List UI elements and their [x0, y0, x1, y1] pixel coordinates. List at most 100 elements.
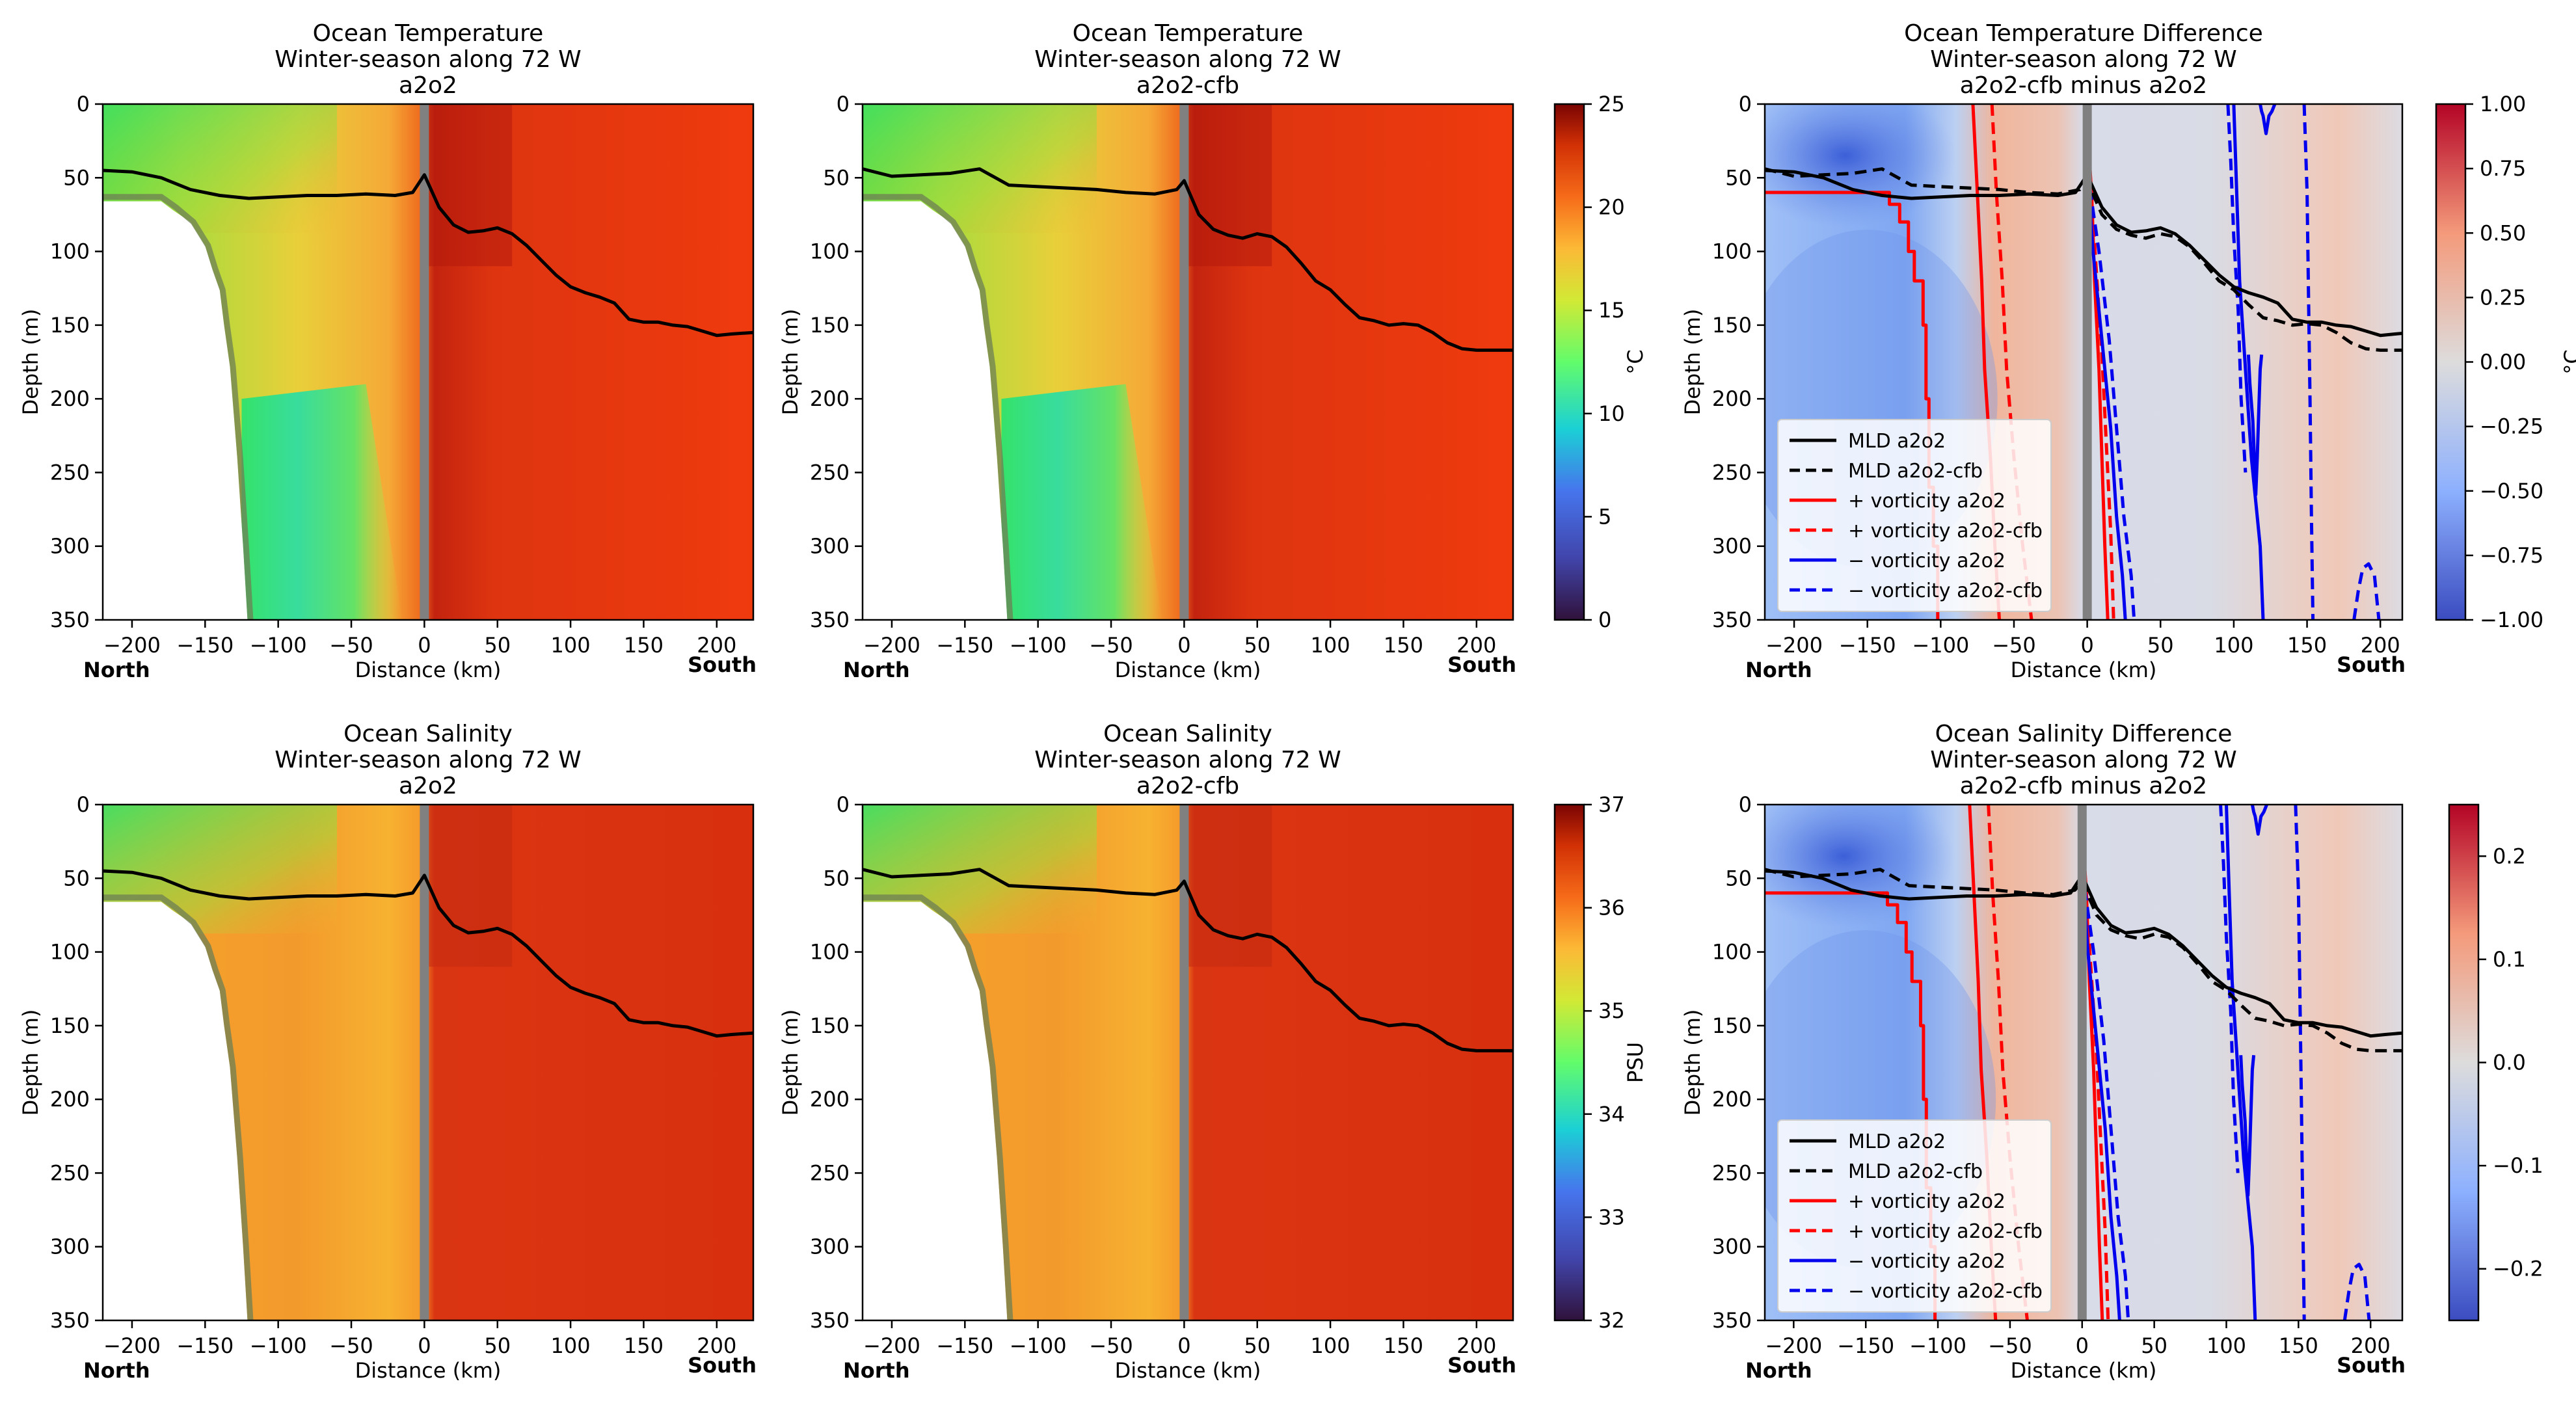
colorbar-tick-label: 0.0 — [2493, 1050, 2526, 1075]
x-tick-label: 100 — [2214, 633, 2253, 658]
chart-title-line-0: Ocean Salinity — [1103, 721, 1272, 747]
chart-title-line-1: Winter-season along 72 W — [1930, 747, 2236, 773]
cold-anomaly — [1765, 104, 1956, 228]
neg-vorticity-cfb-line-2 — [2294, 805, 2306, 1320]
plot-area — [103, 805, 753, 1320]
x-tick-label: 200 — [1456, 633, 1496, 658]
colorbar-tick-label: −1.00 — [2480, 608, 2543, 632]
y-tick-label: 200 — [50, 386, 90, 411]
colorbar-label: °C — [2560, 349, 2576, 374]
x-tick-label: −100 — [250, 1333, 307, 1358]
y-tick-label: 0 — [77, 792, 90, 817]
x-axis-label: Distance (km) — [355, 658, 502, 682]
y-tick-label: 150 — [810, 1013, 850, 1038]
panel-temperature-1: −200 −150 −100 −50 0 50 100 150 2000501001502002… — [778, 20, 1648, 682]
land-mask — [103, 201, 248, 620]
y-tick-label: 300 — [50, 1235, 90, 1259]
x-tick-label: 150 — [1384, 1333, 1423, 1358]
neg-vorticity-cfb-line-0 — [2086, 170, 2136, 620]
x-tick-label: 50 — [2147, 633, 2174, 658]
divider-bar — [1179, 805, 1189, 1320]
neg-vorticity-cfb-line-1 — [2226, 104, 2247, 473]
x-tick-label: 50 — [1244, 1333, 1270, 1358]
y-tick-label: 100 — [50, 940, 90, 965]
x-tick-label: −50 — [329, 1333, 373, 1358]
x-tick-label: 50 — [484, 1333, 511, 1358]
y-tick-label: 350 — [1712, 1308, 1752, 1333]
y-tick-label: 200 — [1712, 386, 1752, 411]
colorbar-tick-label: 1.00 — [2480, 92, 2526, 116]
land-mask — [863, 902, 1008, 1320]
x-tick-label: 0 — [2076, 1333, 2089, 1358]
neg-vorticity-cfb-line-3 — [2342, 1263, 2371, 1320]
y-axis-label: Depth (m) — [778, 309, 803, 416]
colorbar-tick-label: −0.25 — [2480, 414, 2543, 439]
chart-title-line-2: a2o2 — [399, 72, 457, 99]
bathymetry-edge — [863, 894, 1013, 1320]
south-label: South — [2337, 1353, 2406, 1378]
neg-vorticity-cfb-line-3 — [2352, 562, 2381, 620]
x-tick-label: 100 — [551, 633, 591, 658]
panel-temperature_difference-2: −200 −150 −100 −50 0 50 100 150 200 0 50 100 150 200 2… — [1680, 20, 2576, 682]
colorbar-label: PSU — [1623, 1042, 1648, 1083]
y-tick-label: 300 — [810, 534, 850, 559]
mld-line — [863, 167, 1513, 352]
legend-box — [1777, 1119, 2052, 1313]
chart-title-line-1: Winter-season along 72 W — [275, 747, 581, 773]
neg-vorticity-cfb-line-2 — [2302, 104, 2315, 620]
colorbar-tick-label: −0.50 — [2480, 479, 2543, 503]
warm-core — [1187, 805, 1272, 967]
colorbar-tick-label: 37 — [1598, 792, 1625, 817]
panels-layer: −200 −150 −100 −50 0 50 100 150 200 0 50 100 150 200 2… — [18, 20, 2576, 1383]
divider-bar — [2082, 104, 2092, 620]
chart-title-line-1: Winter-season along 72 W — [275, 46, 581, 73]
neg-vorticity-cfb-line-0 — [2080, 870, 2130, 1320]
x-tick-label: 0 — [418, 633, 431, 658]
x-tick-label: −100 — [1010, 633, 1067, 658]
mld-line — [103, 869, 753, 1038]
legend-entry-0: MLD a2o2 — [1848, 430, 1946, 453]
y-tick-label: 100 — [810, 940, 850, 965]
land-mask — [863, 201, 1008, 620]
x-tick-label: −200 — [103, 1333, 161, 1358]
legend-entry-5: − vorticity a2o2-cfb — [1848, 580, 2043, 602]
colorbar — [1553, 103, 1585, 621]
legend-entry-1: MLD a2o2-cfb — [1848, 460, 1983, 483]
y-tick-label: 100 — [1712, 940, 1752, 965]
x-tick-label: −150 — [176, 1333, 234, 1358]
neg-vorticity-a2o2-line-2 — [2239, 1054, 2256, 1197]
plot-frame — [101, 103, 755, 621]
y-tick-label: 0 — [1739, 792, 1752, 817]
neg-vorticity-a2o2-line-1 — [2232, 104, 2265, 620]
legend-entry-1: MLD a2o2-cfb — [1848, 1160, 1983, 1183]
y-tick-label: 50 — [1725, 165, 1752, 190]
legend-entry-2: + vorticity a2o2 — [1848, 490, 2006, 513]
deep-cold-water — [1001, 384, 1162, 620]
chart-title-line-0: Ocean Salinity Difference — [1935, 721, 2233, 747]
y-tick-label: 50 — [63, 866, 90, 890]
y-tick-label: 250 — [50, 460, 90, 485]
x-tick-label: 0 — [418, 1333, 431, 1358]
x-tick-label: 200 — [2361, 633, 2400, 658]
pos-vorticity-cfb-line-1 — [2088, 170, 2115, 620]
chart-title-line-1: Winter-season along 72 W — [1930, 46, 2236, 73]
colorbar-tick-label: 25 — [1598, 92, 1625, 116]
y-tick-label: 300 — [1712, 534, 1752, 559]
x-axis-label: Distance (km) — [2011, 1358, 2157, 1383]
x-tick-label: 100 — [1311, 1333, 1350, 1358]
x-tick-label: 50 — [484, 633, 511, 658]
y-tick-label: 250 — [1712, 460, 1752, 485]
chart-title-line-2: a2o2-cfb — [1136, 72, 1239, 99]
x-tick-label: 150 — [624, 633, 664, 658]
colorbar-tick-label: 36 — [1598, 896, 1625, 920]
chart-title-line-0: Ocean Temperature — [1073, 20, 1304, 47]
plot-frame — [861, 103, 1514, 621]
colorbar-tick-label: −0.75 — [2480, 543, 2543, 568]
y-tick-label: 0 — [837, 92, 850, 116]
colorbar — [1553, 803, 1585, 1322]
y-tick-label: 150 — [50, 1013, 90, 1038]
y-tick-label: 200 — [50, 1087, 90, 1112]
chart-title-line-2: a2o2 — [399, 773, 457, 799]
colorbar-tick-label: 35 — [1598, 998, 1625, 1023]
